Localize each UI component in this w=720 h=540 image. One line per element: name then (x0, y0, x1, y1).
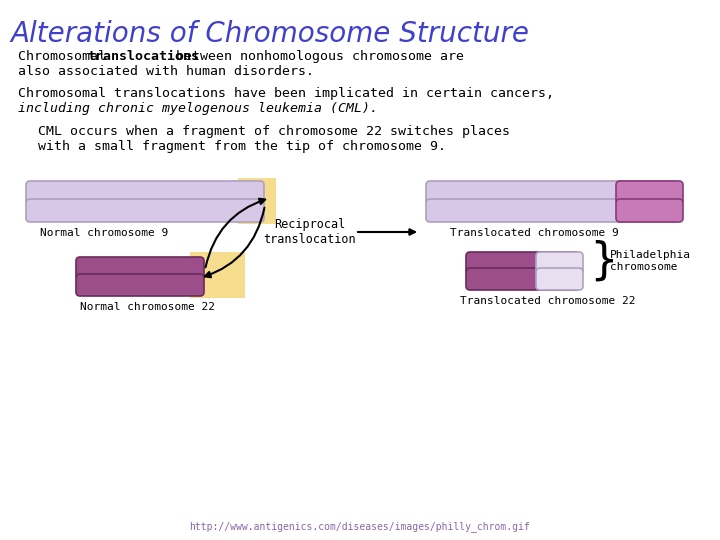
FancyBboxPatch shape (536, 268, 583, 290)
Bar (190, 252, 245, 298)
Text: Translocated chromosome 22: Translocated chromosome 22 (460, 296, 636, 306)
Text: with a small fragment from the tip of chromosome 9.: with a small fragment from the tip of ch… (38, 140, 446, 153)
FancyBboxPatch shape (426, 181, 679, 204)
FancyBboxPatch shape (26, 181, 264, 204)
Text: }: } (590, 240, 617, 282)
FancyBboxPatch shape (426, 199, 679, 222)
FancyBboxPatch shape (76, 274, 204, 296)
FancyBboxPatch shape (616, 181, 683, 204)
Text: http://www.antigenics.com/diseases/images/philly_chrom.gif: http://www.antigenics.com/diseases/image… (189, 521, 531, 532)
FancyBboxPatch shape (76, 257, 204, 279)
FancyBboxPatch shape (466, 268, 579, 290)
FancyBboxPatch shape (536, 252, 583, 274)
Text: Alterations of Chromosome Structure: Alterations of Chromosome Structure (10, 20, 529, 48)
Bar (238, 178, 276, 224)
Text: Chromosomal translocations have been implicated in certain cancers,: Chromosomal translocations have been imp… (18, 87, 554, 100)
Text: including chronic myelogenous leukemia (CML).: including chronic myelogenous leukemia (… (18, 102, 378, 115)
Text: Philadelphia
chromosome: Philadelphia chromosome (610, 250, 691, 272)
Text: Chromosomal: Chromosomal (18, 50, 114, 63)
Text: between nonhomologous chromosome are: between nonhomologous chromosome are (168, 50, 464, 63)
FancyBboxPatch shape (466, 252, 579, 274)
Text: Reciprocal
translocation: Reciprocal translocation (264, 218, 356, 246)
Text: Translocated chromosome 9: Translocated chromosome 9 (450, 228, 618, 238)
Text: Normal chromosome 22: Normal chromosome 22 (80, 302, 215, 312)
Text: CML occurs when a fragment of chromosome 22 switches places: CML occurs when a fragment of chromosome… (38, 125, 510, 138)
Text: Normal chromosome 9: Normal chromosome 9 (40, 228, 168, 238)
FancyBboxPatch shape (26, 199, 264, 222)
Text: translocations: translocations (87, 50, 199, 63)
FancyBboxPatch shape (616, 199, 683, 222)
Text: also associated with human disorders.: also associated with human disorders. (18, 65, 314, 78)
